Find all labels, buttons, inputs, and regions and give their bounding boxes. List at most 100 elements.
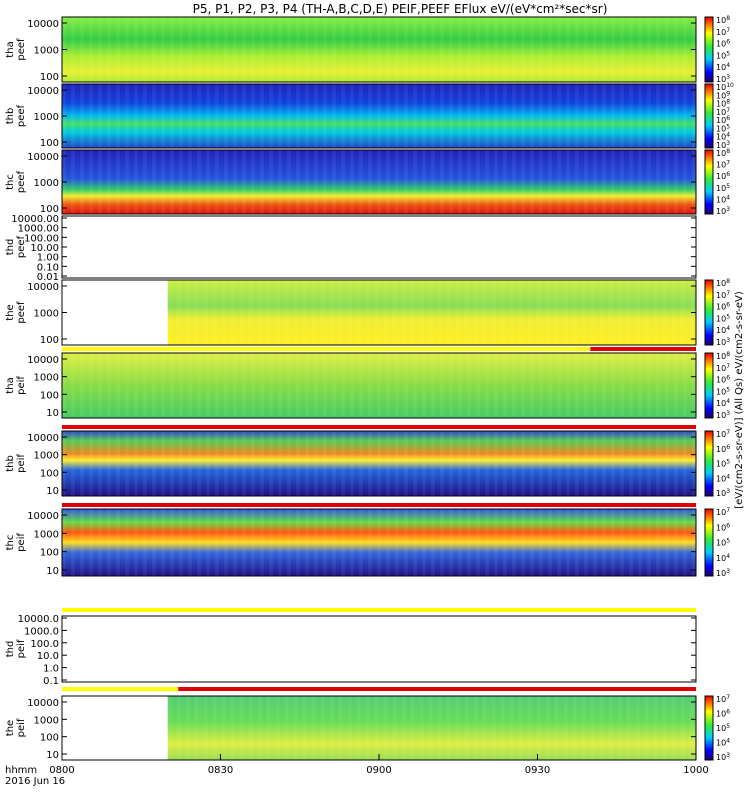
- colorbar-tick-label: 106: [716, 302, 730, 312]
- spectrogram-texture: [233, 431, 237, 496]
- colorbar-tick-label: 103: [716, 410, 730, 420]
- spectrogram-texture: [98, 17, 102, 82]
- spectrogram-texture: [170, 17, 174, 82]
- colorbar-tick-label: 103: [716, 140, 730, 150]
- y-tick-label: 1000: [34, 373, 59, 384]
- spectrogram-texture: [80, 353, 84, 418]
- colorbar-tick-label: 107: [716, 290, 730, 300]
- spectrogram-texture: [221, 280, 226, 345]
- spectrogram-texture: [530, 150, 534, 214]
- y-axis-label-product: peef: [16, 301, 27, 324]
- spectrogram-texture: [638, 84, 642, 148]
- spectrogram-texture: [260, 353, 264, 418]
- spectrogram-texture: [440, 17, 444, 82]
- spectrogram-texture: [242, 431, 246, 496]
- spectrogram-texture: [599, 280, 604, 345]
- spectrogram-texture: [665, 150, 669, 214]
- spectrogram-texture: [161, 353, 165, 418]
- y-axis-label-product: peif: [16, 533, 27, 552]
- spectrogram-texture: [161, 150, 165, 214]
- spectrogram-texture: [314, 150, 318, 214]
- spectrogram-texture: [482, 280, 487, 345]
- spectrogram-texture: [257, 696, 262, 760]
- panel-thb-peef: 10000 1000 100 thb peef 103104105106107108109…: [5, 82, 734, 150]
- spectrogram-texture: [197, 431, 201, 496]
- y-axis-label-probe: the: [5, 720, 16, 736]
- spectrogram-texture: [656, 431, 660, 496]
- spectrogram-texture: [692, 353, 696, 418]
- spectrogram-texture: [224, 509, 228, 576]
- spectrogram-texture: [143, 509, 147, 576]
- spectrogram-texture: [230, 280, 235, 345]
- spectrogram-texture: [629, 150, 633, 214]
- spectrogram-texture: [161, 84, 165, 148]
- spectrogram-texture: [494, 17, 498, 82]
- spectrogram-texture: [269, 17, 273, 82]
- spectrogram-texture: [341, 17, 345, 82]
- spectrogram-texture: [437, 696, 442, 760]
- spectrogram-texture: [626, 696, 631, 760]
- spectrogram-texture: [683, 431, 687, 496]
- spectrogram-texture: [224, 431, 228, 496]
- spectrogram-texture: [575, 84, 579, 148]
- spectrogram-texture: [350, 84, 354, 148]
- spectrogram-texture: [347, 280, 352, 345]
- colorbar-tick-label: 105: [716, 313, 730, 323]
- spectrogram-texture: [98, 84, 102, 148]
- spectrogram-texture: [134, 353, 138, 418]
- spectrogram-texture: [329, 280, 334, 345]
- spectrogram-texture: [494, 84, 498, 148]
- y-tick-label: 1.00: [37, 253, 59, 264]
- spectrogram-texture: [107, 150, 111, 214]
- y-tick-label: 100: [40, 335, 59, 346]
- spectrogram-texture: [143, 431, 147, 496]
- status-bar-the-peef: [62, 347, 591, 351]
- spectrogram-texture: [197, 353, 201, 418]
- colorbar-unit-label: [eV/(cm2-s-sr-eV)] (All Qs) eV/(cm2-s-sr…: [734, 291, 745, 509]
- spectrogram-texture: [287, 150, 291, 214]
- spectrogram-texture: [431, 509, 435, 576]
- spectrogram-texture: [566, 150, 570, 214]
- spectrogram-texture: [107, 509, 111, 576]
- y-tick-label: 100: [40, 138, 59, 149]
- spectrogram-texture: [467, 353, 471, 418]
- spectrogram-texture: [197, 17, 201, 82]
- spectrogram-texture: [419, 280, 424, 345]
- spectrogram-texture: [233, 84, 237, 148]
- spectrogram-texture: [248, 696, 253, 760]
- x-tick-label: 1000: [683, 765, 708, 776]
- spectrogram-texture: [320, 696, 325, 760]
- spectrogram-texture: [323, 509, 327, 576]
- spectrogram-texture: [278, 84, 282, 148]
- spectrogram-texture: [458, 353, 462, 418]
- panel-frame: [61, 615, 697, 683]
- spectrogram-texture: [620, 150, 624, 214]
- spectrogram-texture: [260, 150, 264, 214]
- spectrogram-texture: [446, 280, 451, 345]
- spectrogram-texture: [602, 509, 606, 576]
- spectrogram-texture: [278, 353, 282, 418]
- status-bar-the-peef: [590, 347, 696, 351]
- spectrogram-texture: [440, 84, 444, 148]
- spectrogram-texture: [170, 84, 174, 148]
- spectrogram-texture: [161, 17, 165, 82]
- spectrogram-texture: [251, 431, 255, 496]
- chart-title: P5, P1, P2, P3, P4 (TH-A,B,C,D,E) PEIF,P…: [193, 2, 608, 16]
- spectrogram-texture: [413, 431, 417, 496]
- spectrogram-texture: [449, 17, 453, 82]
- spectrogram-texture: [170, 353, 174, 418]
- spectrogram-texture: [422, 84, 426, 148]
- spectrogram-texture: [683, 353, 687, 418]
- spectrogram-texture: [89, 509, 93, 576]
- colorbar-tick-label: 1010: [716, 82, 734, 92]
- spectrogram-texture: [206, 17, 210, 82]
- colorbar: [704, 430, 714, 497]
- spectrogram-texture: [347, 696, 352, 760]
- spectrogram-texture: [275, 696, 280, 760]
- spectrogram-texture: [89, 84, 93, 148]
- spectrogram-texture: [683, 150, 687, 214]
- spectrogram-texture: [485, 353, 489, 418]
- spectrogram-texture: [377, 150, 381, 214]
- spectrogram-texture: [80, 509, 84, 576]
